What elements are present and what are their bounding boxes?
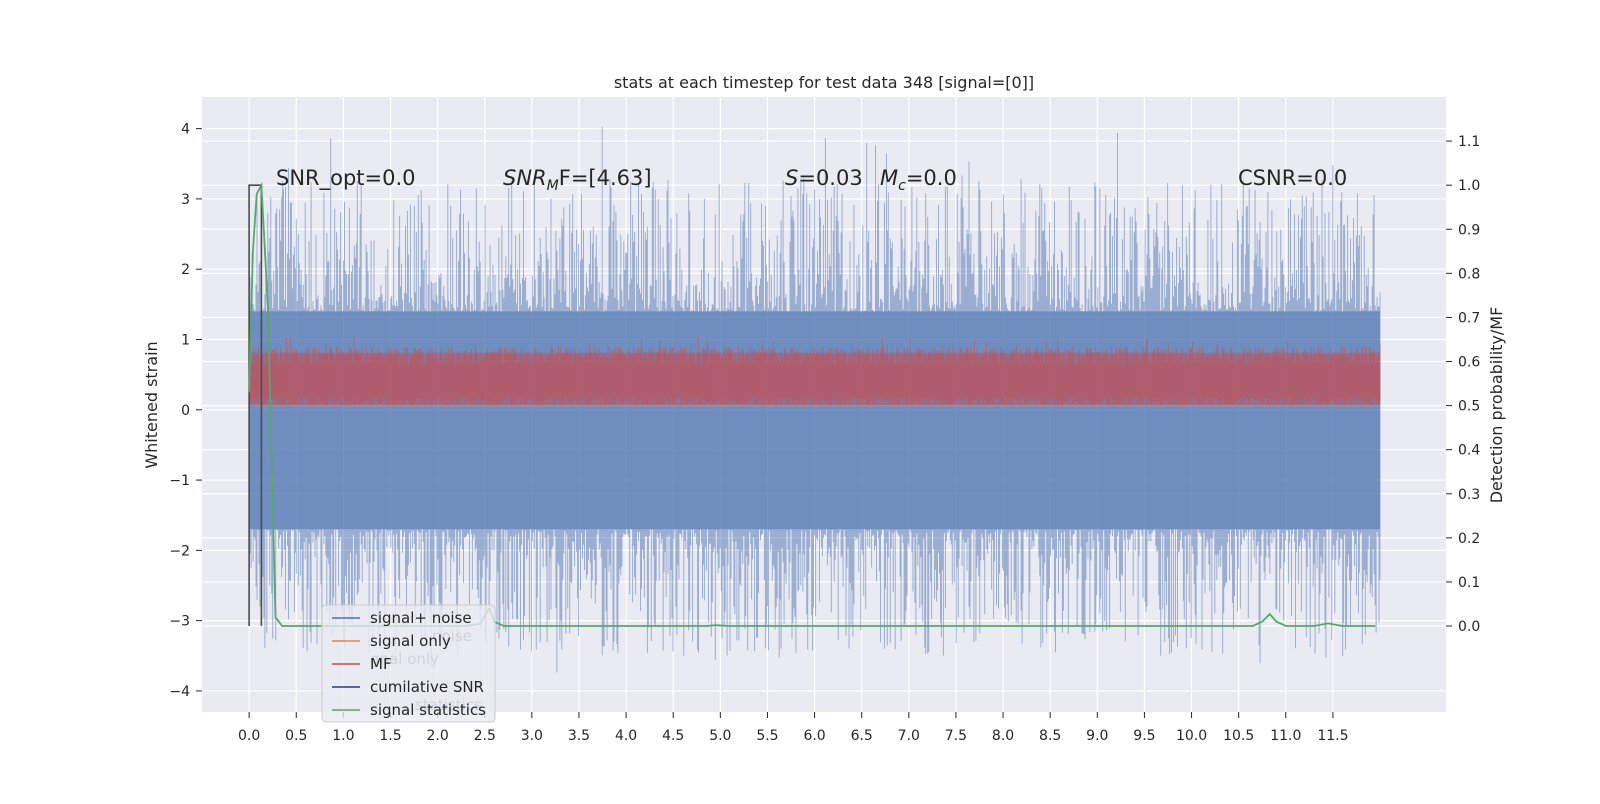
x-tick-label: 9.0 [1086,728,1108,744]
y-tick-label: 2 [181,262,190,278]
legend-overlap-text: statistics [415,696,482,714]
legend-label: signal only [370,632,451,650]
y2-tick-label: 0.8 [1458,266,1480,282]
x-tick-label: 11.0 [1270,728,1301,744]
y2-tick-label: 0.5 [1458,399,1480,415]
y-tick-label: −2 [169,543,190,559]
annotation-snr-mf-base: SNR [503,166,547,190]
y2-tick-label: 0.4 [1458,443,1480,459]
x-tick-label: 7.0 [898,728,920,744]
legend-label: signal+ noise [370,609,472,627]
x-tick-label: 8.0 [992,728,1014,744]
y-tick-label: 1 [181,332,190,348]
legend-overlap-text: noise gnal only statistics [370,627,482,714]
signal-statistics-line [248,181,1376,627]
chart-title: stats at each timestep for test data 348… [614,73,1034,92]
series-layer [248,126,1381,673]
x-tick-label: 6.0 [803,728,825,744]
legend-overlap-text: gnal only [370,650,439,668]
y-tick-label: 3 [181,192,190,208]
annotation-mc-rest: =0.0 [906,166,957,190]
y2-tick-label: 0.2 [1458,531,1480,547]
y2-tick-label: 0.9 [1458,222,1480,238]
x-tick-label: 0.5 [285,728,307,744]
annotation-s-base: S [785,166,798,190]
legend-overlap-text: noise [432,627,472,645]
annotation-snr-mf-sub: M [547,178,559,194]
annotation-s-rest: =0.03 [798,166,862,190]
x-tick-label: 7.5 [945,728,967,744]
annotation-snr-mf: SNRMF=[4.63] [503,166,652,194]
y2-tick-label: 0.1 [1458,575,1480,591]
x-tick-label: 3.5 [568,728,590,744]
annotation-mc-sub: c [898,178,906,194]
x-tick-label: 1.0 [332,728,354,744]
x-tick-label: 11.5 [1317,728,1348,744]
axes: 0.0 0.5 1.0 1.5 2.0 2.5 3.0 3.5 4.0 4.5 5.0 5.5 6.0 6… [169,122,1480,744]
legend-label: MF [370,655,392,673]
legend-box [321,604,496,723]
x-tick-label: 10.5 [1223,728,1254,744]
y2-tick-label: 1.0 [1458,178,1480,194]
x-tick-label: 2.5 [474,728,496,744]
y2-tick-label: 0.7 [1458,310,1480,326]
annotation-snr-mf-rest: F=[4.63] [559,166,652,190]
x-tick-label: 9.5 [1133,728,1155,744]
y-tick-label: 4 [181,122,190,138]
y-tick-label: −3 [169,614,190,630]
x-tick-label: 4.0 [615,728,637,744]
y2-tick-label: 0.3 [1458,487,1480,503]
cumilative-snr-line [248,184,263,626]
x-tick-label: 8.5 [1039,728,1061,744]
y-tick-label: −4 [169,684,190,700]
x-tick-label: 0.0 [238,728,260,744]
y2-tick-label: 0.0 [1458,619,1480,635]
legend-label: cumilative SNR [370,678,484,696]
y-axis-label: Whitened strain [142,341,161,468]
x-tick-label: 2.0 [426,728,448,744]
y2-tick-label: 1.1 [1458,134,1480,150]
x-tick-label: 1.5 [379,728,401,744]
x-tick-label: 3.0 [521,728,543,744]
y-tick-label: 0 [181,403,190,419]
annotation-snr-opt: SNR_opt=0.0 [276,166,416,191]
x-tick-label: 4.5 [662,728,684,744]
x-tick-label: 6.5 [851,728,873,744]
annotation-mc-base: M [880,166,898,190]
x-tick-label: 5.5 [756,728,778,744]
legend-label: signal statistics [370,701,486,719]
y2-axis-label: Detection probability/MF [1487,307,1506,504]
annotation-mc: Mc=0.0 [880,166,957,194]
annotation-s: S=0.03 [785,166,863,190]
x-tick-label: 10.0 [1176,728,1207,744]
y2-tick-label: 0.6 [1458,355,1480,371]
y-tick-label: −1 [169,473,190,489]
x-tick-label: 5.0 [709,728,731,744]
annotation-csnr: CSNR=0.0 [1238,166,1347,190]
legend-items: signal+ noise signal only MF cumilative SNR… [332,609,486,719]
